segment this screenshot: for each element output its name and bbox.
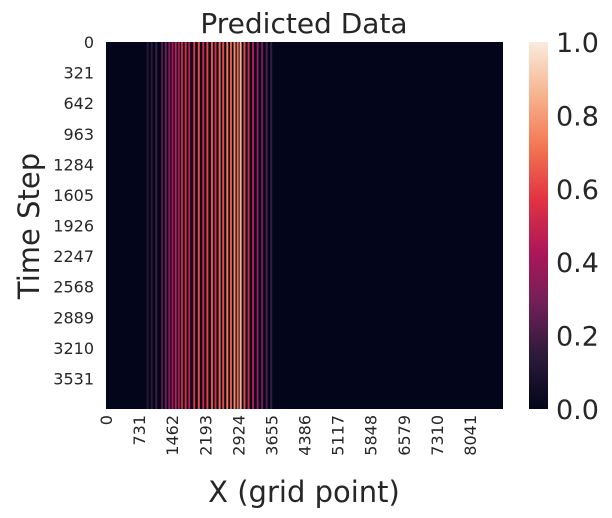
y-tick-label: 321	[63, 64, 94, 83]
heatmap-stripe	[214, 42, 217, 409]
y-tick-label: 1605	[53, 186, 94, 205]
heatmap-stripe	[171, 42, 174, 409]
colorbar	[529, 42, 548, 409]
heatmap-stripe	[233, 42, 236, 409]
heatmap-stripe	[174, 42, 177, 409]
heatmap-stripe	[197, 42, 200, 409]
colorbar-tick-label: 0.2	[556, 322, 599, 353]
y-tick-label: 2247	[53, 247, 94, 266]
y-tick-label: 2889	[53, 308, 94, 327]
y-axis-ticks: 0 321 642 963 1284 1605 1926 2247 2568 2889 3210 35…	[53, 33, 94, 388]
heatmap-stripe	[161, 42, 164, 409]
heatmap-stripe	[239, 42, 242, 409]
x-axis-label: X (grid point)	[208, 475, 400, 509]
x-tick-label: 1462	[163, 415, 182, 456]
heatmap-stripe	[222, 42, 225, 409]
x-tick-label: 4386	[296, 415, 315, 456]
heatmap-stripe	[168, 42, 171, 409]
x-tick-label: 5848	[362, 415, 381, 456]
heatmap-stripe	[261, 42, 264, 409]
x-tick-label: 731	[130, 415, 149, 446]
heatmap-stripe	[177, 42, 180, 409]
x-tick-label: 2924	[229, 415, 248, 456]
x-tick-label: 2193	[196, 415, 215, 456]
heatmap-stripe	[206, 42, 209, 409]
y-tick-label: 1926	[53, 217, 94, 236]
colorbar-tick-label: 0.4	[556, 248, 599, 279]
heatmap-stripe	[226, 42, 229, 409]
y-tick-label: 642	[63, 94, 94, 113]
heatmap-stripe	[150, 42, 153, 409]
chart-title: Predicted Data	[200, 7, 407, 40]
x-tick-label: 7310	[428, 415, 447, 456]
x-tick-label: 8041	[461, 415, 480, 456]
colorbar-tick-label: 1.0	[556, 28, 599, 59]
heatmap-stripe	[146, 42, 149, 409]
heatmap-stripe	[256, 42, 259, 409]
y-tick-label: 3531	[53, 369, 94, 388]
heatmap-stripe	[184, 42, 187, 409]
y-tick-label: 3210	[53, 339, 94, 358]
y-tick-label: 0	[84, 33, 94, 52]
heatmap-stripe	[181, 42, 184, 409]
heatmap-stripe	[265, 42, 268, 409]
heatmap-stripe	[252, 42, 255, 409]
y-tick-label: 2568	[53, 278, 94, 297]
heatmap-stripe	[210, 42, 213, 409]
heatmap-stripe	[243, 42, 246, 409]
heatmap-stripe	[247, 42, 250, 409]
colorbar-tick-label: 0.6	[556, 175, 599, 206]
colorbar-ticks: 0.0 0.2 0.4 0.6 0.8 1.0	[556, 28, 599, 426]
x-tick-label: 3655	[262, 415, 281, 456]
y-axis-label: Time Step	[12, 153, 46, 300]
heatmap-stripe	[270, 42, 273, 409]
x-axis-ticks: 0 731 1462 2193 2924 3655 4386 5117 5848 6579 7310…	[97, 415, 480, 456]
y-tick-label: 963	[63, 125, 94, 144]
heatmap-stripe	[218, 42, 221, 409]
heatmap-stripe	[193, 42, 196, 409]
heatmap-stripe	[188, 42, 191, 409]
x-tick-label: 0	[97, 415, 116, 425]
heatmap-stripe	[155, 42, 158, 409]
heatmap-stripes	[146, 42, 273, 409]
y-tick-label: 1284	[53, 155, 94, 174]
heatmap-stripe	[236, 42, 239, 409]
heatmap-stripe	[229, 42, 232, 409]
x-tick-label: 5117	[329, 415, 348, 456]
heatmap-stripe	[202, 42, 205, 409]
colorbar-tick-label: 0.8	[556, 101, 599, 132]
x-tick-label: 6579	[395, 415, 414, 456]
colorbar-tick-label: 0.0	[556, 395, 599, 426]
heatmap-stripe	[164, 42, 167, 409]
